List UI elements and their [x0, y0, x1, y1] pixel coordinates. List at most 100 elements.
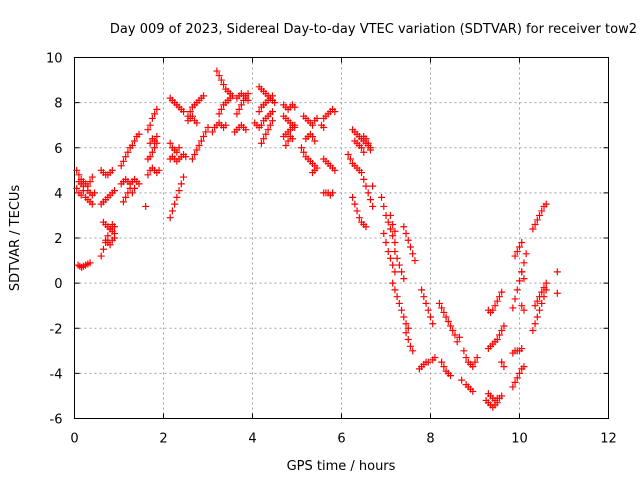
data-point	[362, 182, 370, 190]
data-point	[213, 67, 221, 75]
data-point	[391, 227, 399, 235]
data-point	[398, 306, 406, 314]
data-point	[398, 268, 406, 276]
data-point	[104, 232, 112, 240]
data-point	[360, 175, 368, 183]
data-point	[518, 302, 526, 310]
data-point	[171, 200, 179, 208]
data-point	[469, 363, 477, 371]
data-point	[244, 96, 252, 104]
data-point	[153, 105, 161, 113]
data-point	[553, 268, 561, 276]
data-point	[384, 248, 392, 256]
data-point	[79, 182, 87, 190]
data-point	[498, 358, 506, 366]
axis-ticks: -6 -4 -2 0 2 4 6 8 10 0 2 4 6 8 10 12	[46, 52, 617, 447]
data-point	[402, 329, 410, 337]
data-point	[329, 189, 337, 197]
data-point	[395, 299, 403, 307]
data-point	[217, 105, 225, 113]
data-point	[400, 313, 408, 321]
x-tick-label: 4	[248, 432, 256, 447]
data-point	[518, 239, 526, 247]
data-point	[360, 148, 368, 156]
data-point	[195, 141, 203, 149]
data-point	[400, 275, 408, 283]
data-point	[111, 234, 119, 242]
data-point	[418, 286, 426, 294]
chart-title: Day 009 of 2023, Sidereal Day-to-day VTE…	[110, 22, 637, 37]
data-point	[228, 92, 236, 100]
x-tick-label: 6	[337, 432, 345, 447]
data-point	[135, 180, 143, 188]
data-point	[386, 225, 394, 233]
data-point	[451, 331, 459, 339]
data-point	[144, 126, 152, 134]
data-point	[122, 153, 130, 161]
data-point	[378, 193, 386, 201]
data-point	[197, 137, 205, 145]
data-point	[233, 110, 241, 118]
data-point	[498, 327, 506, 335]
data-point	[447, 322, 455, 330]
data-point	[395, 261, 403, 269]
data-point	[533, 216, 541, 224]
data-point	[393, 293, 401, 301]
y-tick-label: 8	[54, 97, 62, 112]
data-point	[473, 354, 481, 362]
data-point	[516, 277, 523, 285]
data-point	[536, 306, 544, 314]
data-point	[217, 76, 225, 84]
data-point	[520, 306, 528, 314]
data-point	[173, 193, 181, 201]
y-tick-label: -4	[50, 367, 63, 382]
data-point	[431, 354, 439, 362]
data-point	[349, 193, 357, 201]
data-point	[111, 187, 119, 195]
data-point	[386, 211, 394, 219]
data-point	[511, 252, 519, 260]
data-point	[542, 279, 550, 287]
data-point	[366, 146, 374, 154]
data-point	[462, 354, 470, 362]
data-point	[313, 114, 321, 122]
data-point	[77, 191, 85, 199]
data-point	[242, 126, 250, 134]
data-point	[380, 202, 388, 210]
data-point	[358, 144, 366, 152]
data-point	[88, 173, 96, 181]
data-point	[404, 336, 412, 344]
data-point	[400, 223, 408, 231]
data-point	[533, 313, 541, 321]
data-point	[355, 214, 363, 222]
data-point	[222, 121, 230, 129]
data-point	[86, 178, 94, 186]
data-point	[204, 123, 212, 131]
data-point	[404, 324, 412, 332]
data-point	[220, 81, 228, 89]
data-point	[153, 132, 161, 140]
data-point	[495, 293, 503, 301]
data-point	[384, 218, 392, 226]
data-point	[309, 121, 317, 129]
data-point	[536, 293, 544, 301]
data-point	[449, 327, 457, 335]
data-point	[188, 112, 196, 120]
data-point	[188, 155, 196, 163]
data-point	[124, 148, 132, 156]
data-point	[493, 394, 501, 402]
data-point	[362, 135, 370, 143]
y-tick-label: 6	[54, 142, 62, 157]
data-point	[180, 173, 188, 181]
x-tick-label: 2	[159, 432, 167, 447]
y-tick-label: 4	[54, 187, 62, 202]
data-point	[438, 304, 446, 312]
data-point	[440, 308, 448, 316]
data-point	[99, 245, 107, 253]
data-point	[175, 187, 183, 195]
data-point	[182, 153, 190, 161]
y-tick-label: 2	[54, 232, 62, 247]
grid-lines	[74, 57, 609, 419]
data-point	[88, 200, 96, 208]
data-point	[489, 306, 497, 314]
